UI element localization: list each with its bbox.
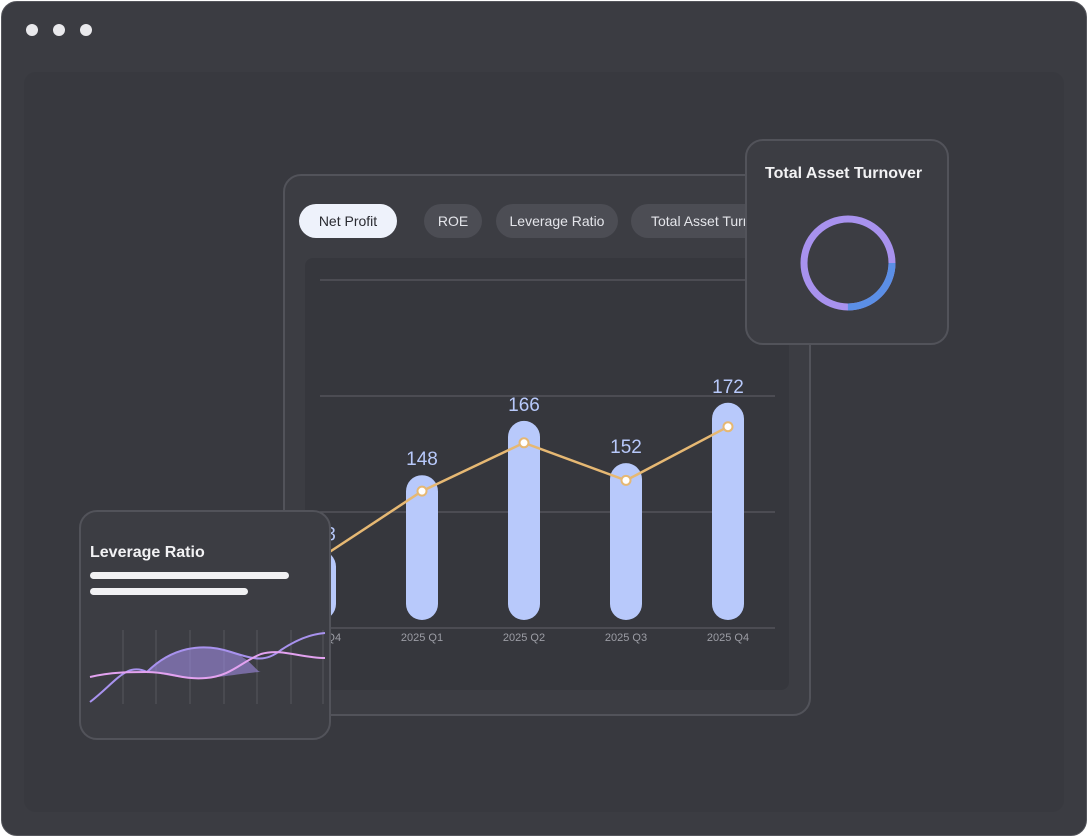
total-asset-turnover-card: Total Asset Turnover bbox=[745, 139, 949, 345]
x-tick-label: 2025 Q2 bbox=[503, 632, 545, 644]
x-tick-label: 2025 Q3 bbox=[605, 632, 647, 644]
tab-leverage-ratio[interactable]: Leverage Ratio bbox=[496, 204, 618, 238]
leverage-text-placeholder-line-2 bbox=[90, 588, 248, 595]
bar-2025-q4 bbox=[712, 402, 744, 620]
leverage-ratio-card: Leverage Ratio bbox=[79, 510, 331, 740]
turnover-ring-chart bbox=[800, 215, 896, 311]
x-tick-label: 2025 Q4 bbox=[707, 632, 749, 644]
data-label: 166 bbox=[508, 395, 540, 416]
bar-2025-q1 bbox=[406, 475, 438, 620]
leverage-text-placeholder-line-1 bbox=[90, 572, 289, 579]
net-profit-chart-card: Net Profit ROE Leverage Ratio Total Asse… bbox=[283, 174, 811, 716]
window-control-dot-1[interactable] bbox=[26, 24, 38, 36]
turnover-card-title: Total Asset Turnover bbox=[765, 165, 923, 182]
x-tick-label: 2025 Q1 bbox=[401, 632, 443, 644]
window-control-dot-2[interactable] bbox=[53, 24, 65, 36]
leverage-series-line-1 bbox=[89, 632, 326, 703]
turnover-ring-progress bbox=[800, 215, 896, 311]
bar-2025-q2 bbox=[508, 420, 540, 620]
leverage-card-title: Leverage Ratio bbox=[90, 544, 205, 561]
leverage-series-line-2 bbox=[89, 651, 326, 680]
bar-2025-q3 bbox=[610, 463, 642, 620]
data-label: 148 bbox=[406, 449, 438, 470]
leverage-sparkline-chart bbox=[89, 630, 326, 704]
trend-point bbox=[620, 474, 632, 486]
trend-point bbox=[722, 421, 734, 433]
data-label: 172 bbox=[712, 377, 744, 398]
data-label: 152 bbox=[610, 437, 642, 458]
window-control-dot-3[interactable] bbox=[80, 24, 92, 36]
trend-point bbox=[416, 485, 428, 497]
tab-net-profit[interactable]: Net Profit bbox=[299, 204, 397, 238]
tab-roe[interactable]: ROE bbox=[424, 204, 482, 238]
trend-point bbox=[518, 437, 530, 449]
